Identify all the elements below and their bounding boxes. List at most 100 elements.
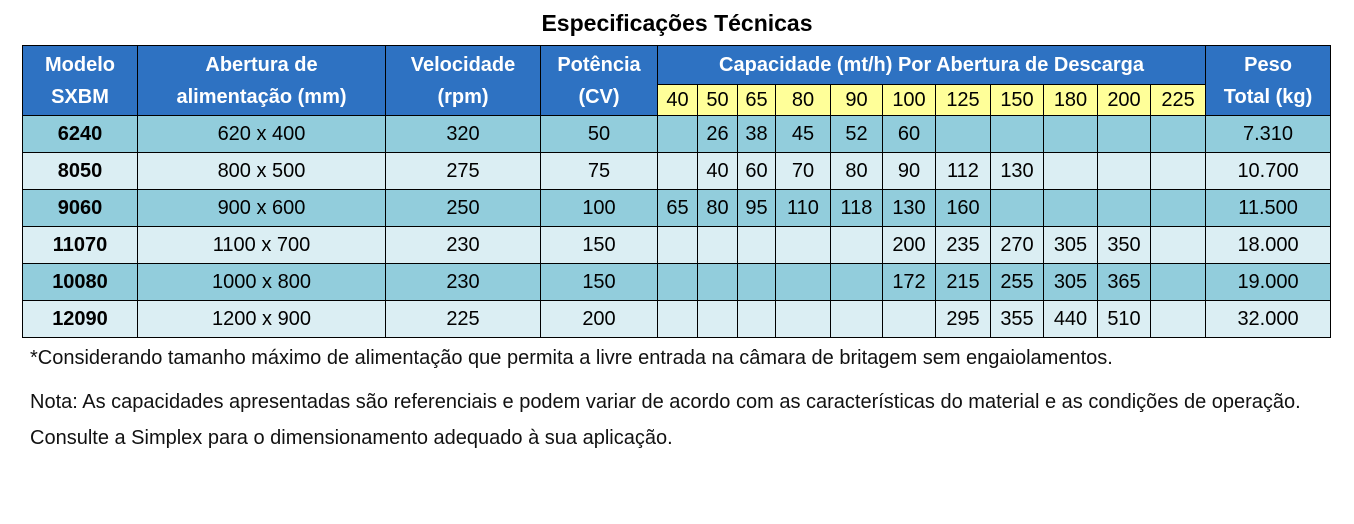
opening-cell: 90 [830, 84, 883, 116]
capacity-cell: 270 [990, 226, 1044, 264]
capacity-cell: 60 [737, 152, 776, 190]
capacity-cell: 355 [990, 300, 1044, 338]
capacity-cell: 305 [1043, 226, 1098, 264]
opening-cell: 100 [882, 84, 936, 116]
capacity-cell: 510 [1097, 300, 1151, 338]
power-cell: 150 [540, 226, 658, 264]
speed-cell: 230 [385, 226, 541, 264]
capacity-cell: 90 [882, 152, 936, 190]
opening-cell: 225 [1149, 84, 1207, 116]
opening-cell: 1200 x 900 [137, 300, 386, 338]
capacity-cell: 112 [935, 152, 991, 190]
header-cell: Abertura de alimentação (mm) [137, 45, 386, 116]
capacity-cell [830, 300, 883, 338]
capacity-cell [1149, 189, 1207, 227]
header-text: Peso [1244, 53, 1292, 76]
weight-cell: 10.700 [1205, 152, 1332, 190]
opening-cell: 40 [657, 84, 698, 116]
capacity-cell [990, 115, 1044, 153]
capacity-cell [882, 300, 936, 338]
data-row: 10080 1000 x 800 230 150 172 215 255 305 365 19.0… [22, 263, 1332, 301]
capacity-cell [1149, 115, 1207, 153]
capacity-cell [1149, 300, 1207, 338]
capacity-cell [1097, 115, 1151, 153]
capacity-cell: 235 [935, 226, 991, 264]
capacity-cell: 350 [1097, 226, 1151, 264]
capacity-cell: 40 [697, 152, 738, 190]
notes: *Considerando tamanho máximo de alimenta… [30, 340, 1330, 464]
data-row: 9060 900 x 600 250 100 65 80 95 110 118 130 160 11.… [22, 189, 1332, 227]
opening-cell: 200 [1097, 84, 1151, 116]
weight-cell: 11.500 [1205, 189, 1332, 227]
capacity-cell: 305 [1043, 263, 1098, 301]
header-text: Abertura de [205, 53, 318, 76]
header-text: SXBM [51, 85, 109, 108]
header-cell: Velocidade (rpm) [385, 45, 541, 116]
capacity-cell [830, 226, 883, 264]
capacity-cell: 255 [990, 263, 1044, 301]
speed-cell: 320 [385, 115, 541, 153]
capacity-cell: 26 [697, 115, 738, 153]
model-cell: 9060 [22, 189, 138, 227]
title: Especificações Técnicas [541, 10, 813, 36]
capacity-cell [657, 300, 698, 338]
weight-cell: 7.310 [1205, 115, 1332, 153]
capacity-cell [830, 263, 883, 301]
opening-cell: 80 [775, 84, 831, 116]
subheader-row: 40 50 65 80 90 100 125 150 180 200 225 [23, 84, 1331, 116]
capacity-cell: 52 [830, 115, 883, 153]
capacity-cell [1149, 263, 1207, 301]
model-cell: 12090 [22, 300, 138, 338]
header-text: Total (kg) [1223, 85, 1313, 108]
capacity-cell [1097, 152, 1151, 190]
opening-cell: 1100 x 700 [137, 226, 386, 264]
power-cell: 150 [540, 263, 658, 301]
capacity-cell: 215 [935, 263, 991, 301]
opening-cell: 50 [697, 84, 738, 116]
capacity-cell [697, 226, 738, 264]
speed-cell: 250 [385, 189, 541, 227]
capacity-cell [935, 115, 991, 153]
speed-cell: 225 [385, 300, 541, 338]
speed-cell: 230 [385, 263, 541, 301]
capacity-cell: 80 [830, 152, 883, 190]
capacity-cell: 172 [882, 263, 936, 301]
capacity-cell [1149, 152, 1207, 190]
header-text: alimentação (mm) [176, 85, 347, 108]
header-text: (rpm) [437, 85, 489, 108]
data-row: 12090 1200 x 900 225 200 295 355 440 510 32.000 [22, 300, 1332, 338]
capacity-cell [990, 189, 1044, 227]
capacity-cell: 110 [775, 189, 831, 227]
capacity-cell [697, 300, 738, 338]
note: Nota: As capacidades apresentadas são re… [30, 391, 1301, 449]
capacity-cell: 65 [657, 189, 698, 227]
capacity-cell [775, 263, 831, 301]
capacity-cell: 440 [1043, 300, 1098, 338]
weight-cell: 32.000 [1205, 300, 1332, 338]
model-cell: 6240 [22, 115, 138, 153]
capacity-cell: 365 [1097, 263, 1151, 301]
power-cell: 50 [540, 115, 658, 153]
capacity-cell: 160 [935, 189, 991, 227]
opening-cell: 125 [935, 84, 991, 116]
capacity-cell [737, 300, 776, 338]
header-cell: Peso Total (kg) [1205, 45, 1332, 116]
header-text: (CV) [578, 85, 620, 108]
opening-cell: 150 [990, 84, 1044, 116]
header-cell: Modelo SXBM [22, 45, 138, 116]
capacity-cell [657, 226, 698, 264]
capacity-cell: 95 [737, 189, 776, 227]
data-row: 6240 620 x 400 320 50 26 38 45 52 60 7.310 [22, 115, 1332, 153]
opening-cell: 800 x 500 [137, 152, 386, 190]
speed-cell: 275 [385, 152, 541, 190]
capacity-cell [697, 263, 738, 301]
capacity-cell: 60 [882, 115, 936, 153]
capacity-cell [1043, 152, 1098, 190]
capacity-cell: 200 [882, 226, 936, 264]
model-cell: 8050 [22, 152, 138, 190]
capacity-cell: 295 [935, 300, 991, 338]
power-cell: 100 [540, 189, 658, 227]
data-row: 8050 800 x 500 275 75 40 60 70 80 90 112 130 10.700 [22, 152, 1332, 190]
model-cell: 10080 [22, 263, 138, 301]
